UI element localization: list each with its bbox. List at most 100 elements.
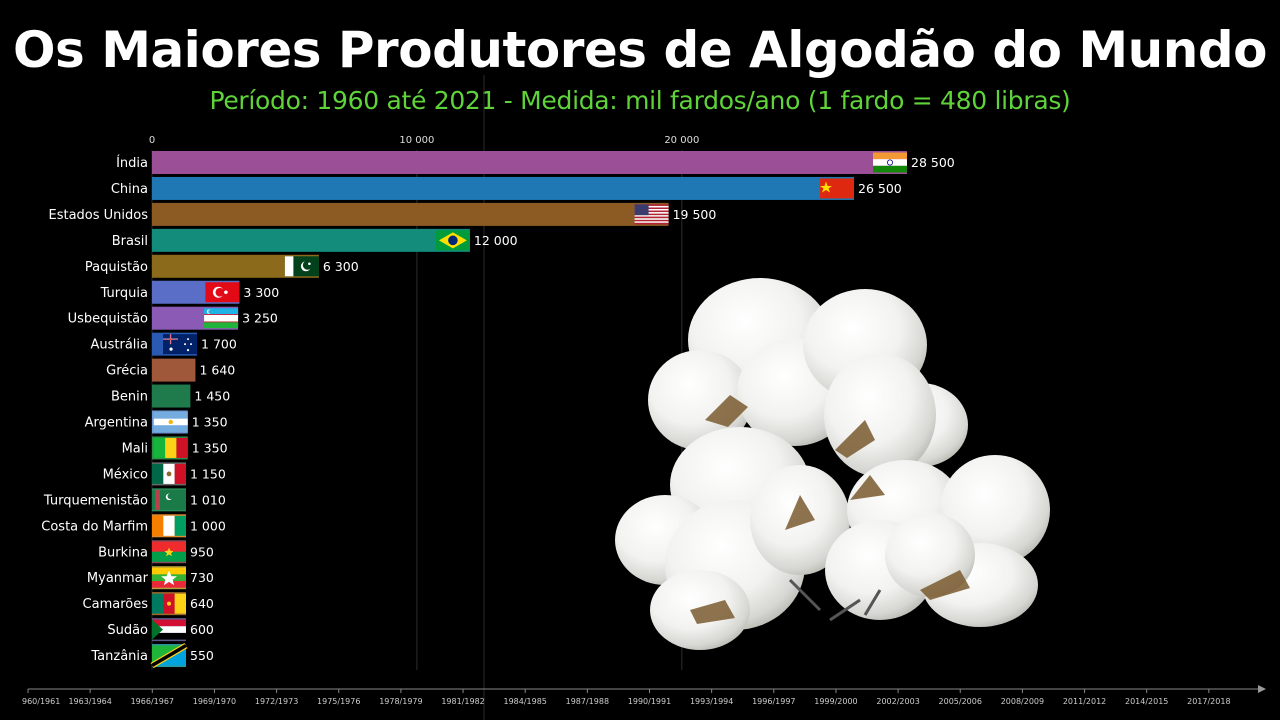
data-label: 1 350 — [192, 440, 228, 455]
timeline-arrow-icon — [1258, 685, 1266, 693]
mali-flag — [153, 437, 188, 458]
chart-subtitle: Período: 1960 até 2021 - Medida: mil far… — [209, 86, 1071, 115]
chart-title: Os Maiores Produtores de Algodão do Mund… — [13, 21, 1267, 79]
bar-row-7: Austrália 1 700 — [90, 332, 237, 356]
timeline-tick-label: 1975/1976 — [317, 697, 360, 706]
bar-row-11: Mali 1 350 — [122, 436, 228, 460]
category-label: Austrália — [90, 338, 148, 353]
data-label: 6 300 — [323, 259, 359, 274]
timeline-tick-label: 1993/1994 — [690, 697, 733, 706]
cameroon-flag — [152, 593, 186, 614]
pakistan-flag — [284, 256, 319, 277]
x-tick-label: 20 000 — [664, 135, 699, 146]
india-flag — [873, 152, 907, 173]
bar-row-15: Burkina 950 — [98, 540, 214, 564]
category-label: Grécia — [106, 364, 148, 379]
timeline-tick-label: 1972/1973 — [255, 697, 298, 706]
category-label: Estados Unidos — [48, 208, 148, 223]
myanmar-flag — [152, 567, 186, 588]
ivory-coast-flag — [152, 515, 186, 536]
bar-row-17: Camarões 640 — [83, 592, 214, 616]
data-label: 550 — [190, 648, 214, 663]
timeline-tick-label: 2008/2009 — [1001, 697, 1044, 706]
bar-row-19: Tanzânia 550 — [90, 642, 214, 669]
bar-row-9: Benin 1 450 — [111, 384, 230, 408]
bar-row-3: Brasil 12 000 — [112, 228, 518, 252]
category-label: Sudão — [107, 623, 148, 638]
bar-row-10: Argentina 1 350 — [85, 410, 228, 434]
data-label: 1 150 — [190, 466, 226, 481]
timeline-tick-label: 1984/1985 — [503, 697, 546, 706]
category-label: Benin — [111, 390, 148, 405]
bar — [152, 384, 191, 408]
bar-row-16: Myanmar 730 — [87, 566, 214, 590]
bar — [152, 254, 319, 278]
category-label: Tanzânia — [90, 649, 148, 664]
bar-row-14: Costa do Marfim 1 000 — [41, 514, 226, 538]
data-label: 26 500 — [858, 181, 902, 196]
turkey-flag — [205, 282, 240, 303]
tanzania-flag — [150, 642, 188, 669]
bar — [152, 151, 907, 174]
timeline-tick-label: 1969/1970 — [193, 697, 236, 706]
category-label: México — [103, 467, 148, 482]
usa-flag — [634, 204, 669, 225]
timeline-tick-label: 2011/2012 — [1063, 697, 1106, 706]
timeline-tick-label: 1987/1988 — [566, 697, 609, 706]
data-label: 28 500 — [911, 155, 955, 170]
turkmenistan-flag — [152, 489, 186, 510]
bar-row-2: Estados Unidos 19 500 — [48, 202, 717, 226]
australia-flag — [163, 334, 198, 355]
data-label: 12 000 — [474, 233, 518, 248]
category-label: Camarões — [83, 597, 149, 612]
data-label: 1 640 — [199, 363, 235, 378]
data-label: 3 300 — [243, 285, 279, 300]
bar-row-0: Índia 28 500 — [116, 151, 955, 174]
bar-row-5: Turquia 3 300 — [100, 280, 279, 304]
category-label: Burkina — [98, 545, 148, 560]
category-label: Paquistão — [85, 260, 148, 275]
sudan-flag — [152, 619, 186, 640]
mexico-flag — [152, 463, 186, 484]
data-label: 730 — [190, 570, 214, 585]
bar-row-18: Sudão 600 — [107, 618, 214, 642]
burkina-flag — [152, 541, 186, 562]
data-label: 1 450 — [194, 389, 230, 404]
data-label: 1 350 — [192, 415, 228, 430]
timeline-tick-label: 960/1961 — [22, 697, 60, 706]
category-label: Turquia — [100, 286, 148, 301]
bar-row-1: China 26 500 — [111, 176, 902, 200]
category-label: Myanmar — [87, 571, 149, 586]
data-label: 950 — [190, 544, 214, 559]
bar — [152, 176, 855, 200]
category-label: Mali — [122, 441, 148, 456]
timeline-tick-label: 2014/2015 — [1125, 697, 1168, 706]
timeline-tick-label: 1996/1997 — [752, 697, 795, 706]
data-label: 1 000 — [190, 518, 226, 533]
bar — [152, 228, 470, 252]
category-label: Brasil — [112, 234, 148, 249]
data-label: 19 500 — [673, 207, 717, 222]
x-tick-label: 0 — [149, 135, 155, 146]
category-label: Costa do Marfim — [41, 519, 148, 534]
data-label: 3 250 — [242, 311, 278, 326]
timeline-tick-label: 2017/2018 — [1187, 697, 1230, 706]
timeline-tick-label: 1966/1967 — [131, 697, 174, 706]
bar-row-12: México 1 150 — [103, 462, 226, 486]
category-label: Argentina — [85, 416, 148, 431]
data-label: 1 700 — [201, 337, 237, 352]
timeline-tick-label: 1963/1964 — [68, 697, 111, 706]
timeline-tick-label: 1999/2000 — [814, 697, 857, 706]
timeline-tick-label: 2005/2006 — [939, 697, 982, 706]
category-label: Turquemenistão — [43, 493, 148, 508]
bar-row-8: Grécia 1 640 — [106, 358, 235, 382]
category-label: China — [111, 182, 148, 197]
bar-row-4: Paquistão 6 300 — [85, 254, 359, 278]
timeline-tick-label: 2002/2003 — [876, 697, 919, 706]
data-label: 1 010 — [190, 492, 226, 507]
category-label: Índia — [116, 155, 148, 171]
bar — [152, 202, 669, 226]
timeline-tick-label: 1978/1979 — [379, 697, 422, 706]
data-label: 640 — [190, 596, 214, 611]
brazil-flag — [435, 230, 470, 251]
